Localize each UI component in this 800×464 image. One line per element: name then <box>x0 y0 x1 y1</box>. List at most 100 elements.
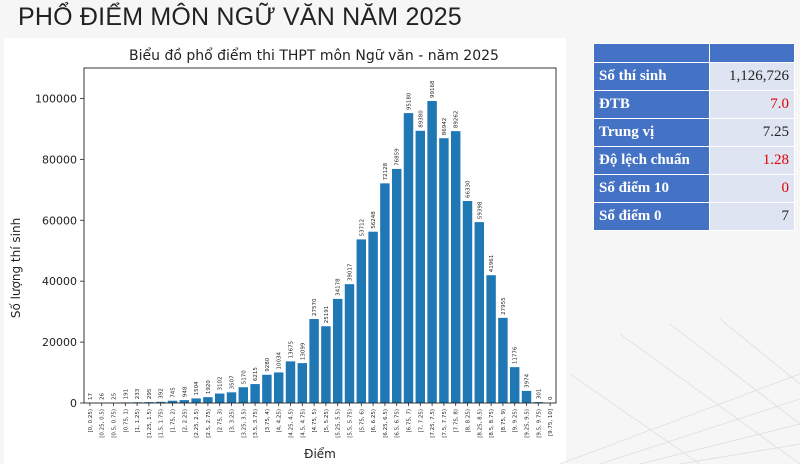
bar-value-label: 27570 <box>312 298 318 316</box>
x-tick-label: [0.75, 1) <box>123 409 129 433</box>
x-tick-label: [1.5, 1.75) <box>159 409 165 438</box>
bar-value-label: 86942 <box>442 118 448 136</box>
stats-row: Trung vị 7.25 <box>593 118 795 147</box>
chart-bar <box>155 401 166 403</box>
chart-bar <box>262 374 272 403</box>
stats-header-row <box>593 43 795 63</box>
chart-title: Biểu đồ phổ điểm thi THPT môn Ngữ văn - … <box>129 47 499 64</box>
bar-value-label: 72128 <box>383 162 389 180</box>
plot-frame <box>83 67 557 404</box>
stats-label: Trung vị <box>593 118 710 147</box>
bar-value-label: 59398 <box>477 201 483 219</box>
y-axis-label: Số lượng thí sinh <box>9 218 23 318</box>
stats-value: 1.28 <box>709 146 795 175</box>
stats-label: ĐTB <box>593 90 710 119</box>
chart-bar <box>238 387 249 403</box>
chart-bar <box>450 131 461 403</box>
chart-panel: Biểu đồ phổ điểm thi THPT môn Ngữ văn - … <box>4 38 566 464</box>
x-tick-label: [4, 4.25) <box>277 409 283 433</box>
bar-value-label: 26 <box>100 392 106 399</box>
x-tick-label: [7.75, 8) <box>454 409 460 433</box>
stats-row: Số điểm 10 0 <box>593 174 795 203</box>
bar-value-label: 745 <box>171 387 177 398</box>
chart-bar <box>498 317 508 403</box>
x-tick-label: [5.25, 5.5) <box>336 409 342 438</box>
x-tick-label: [2, 2.25) <box>182 409 188 433</box>
chart-bar <box>179 400 190 403</box>
chart-bar <box>427 100 437 404</box>
chart-bar <box>368 231 378 403</box>
x-tick-label: [8.75, 9) <box>501 409 507 433</box>
x-tick-label: [3, 3.25) <box>230 409 236 433</box>
x-tick-label: [3.75, 4) <box>265 409 271 433</box>
chart-bar <box>226 392 237 403</box>
chart-bar <box>167 400 178 403</box>
bar-value-label: 89380 <box>418 110 424 128</box>
chart-bar <box>521 390 532 403</box>
bar-value-label: 1920 <box>206 380 212 394</box>
x-tick-label: [4.75, 5) <box>312 409 318 433</box>
x-tick-label: [0, 0.25) <box>88 409 94 433</box>
stats-label: Số điểm 10 <box>593 174 710 203</box>
x-tick-label: [0.5, 0.75) <box>112 409 118 438</box>
stats-row: Độ lệch chuẩn 1.28 <box>593 146 795 175</box>
x-tick-label: [6.75, 7) <box>407 409 413 433</box>
stats-label: Độ lệch chuẩn <box>593 146 710 175</box>
x-tick-label: [2.75, 3) <box>218 409 224 433</box>
stats-label: Số thí sinh <box>593 62 710 91</box>
chart-bar <box>415 130 426 404</box>
chart-bar <box>332 298 343 403</box>
bar-value-label: 948 <box>182 386 188 397</box>
chart-bar <box>486 275 496 403</box>
x-tick-label: [4.25, 4.5) <box>289 409 295 438</box>
x-axis-label: Điểm <box>304 447 336 461</box>
x-tick-label: [6.25, 6.5) <box>383 409 389 438</box>
chart-bar <box>356 239 367 403</box>
bar-value-label: 89262 <box>454 111 460 129</box>
chart-bar <box>380 183 390 403</box>
background-grid-decoration <box>560 318 800 464</box>
bar-value-label: 95180 <box>407 92 413 110</box>
chart-bar <box>309 319 319 403</box>
bar-value-label: 1504 <box>194 381 200 395</box>
x-tick-label: [2.5, 2.75) <box>206 409 212 438</box>
x-tick-label: [8.25, 8.5) <box>477 409 483 438</box>
x-tick-label: [9.25, 9.5) <box>525 409 531 438</box>
x-tick-label: [6.5, 6.75) <box>395 409 401 438</box>
y-tick-label: 100000 <box>35 92 77 105</box>
bar-value-label: 76859 <box>395 148 401 166</box>
bar-value-label: 10034 <box>277 351 283 369</box>
x-tick-label: [0.25, 0.5) <box>100 409 106 438</box>
y-tick-label: 40000 <box>42 275 77 288</box>
stats-label: Số điểm 0 <box>593 202 710 231</box>
x-tick-label: [8.5, 8.75) <box>489 409 495 438</box>
bar-value-label: 25 <box>112 392 118 399</box>
bar-value-label: 295 <box>147 388 153 399</box>
bar-value-label: 39017 <box>348 263 354 281</box>
stats-row: ĐTB 7.0 <box>593 90 795 119</box>
bar-value-label: 191 <box>123 389 129 400</box>
x-tick-label: [7, 7.25) <box>418 409 424 433</box>
bar-value-label: 392 <box>159 388 165 399</box>
chart-bar <box>214 393 225 403</box>
bar-value-label: 17 <box>88 392 94 399</box>
bar-value-label: 99168 <box>430 80 436 98</box>
x-tick-label: [5.75, 6) <box>359 409 365 433</box>
stats-value: 7.25 <box>709 118 795 147</box>
bar-value-label: 27955 <box>501 297 507 315</box>
bar-value-label: 25191 <box>324 306 330 324</box>
chart-bar <box>391 168 402 403</box>
x-tick-label: [9.5, 9.75) <box>536 409 542 438</box>
stats-value: 7.0 <box>709 90 795 119</box>
chart-bar <box>144 402 154 403</box>
bar-value-label: 13099 <box>300 342 306 360</box>
chart-bar <box>191 398 201 403</box>
x-tick-label: [7.25, 7.5) <box>430 409 436 438</box>
chart-bar <box>509 367 520 403</box>
bar-value-label: 11776 <box>513 346 519 364</box>
chart-bar <box>273 372 284 403</box>
page-title: PHỔ ĐIỂM MÔN NGỮ VĂN NĂM 2025 <box>18 3 462 31</box>
bar-value-label: 13675 <box>289 340 295 358</box>
x-tick-label: [4.5, 4.75) <box>300 409 306 438</box>
chart-bar <box>321 326 331 403</box>
